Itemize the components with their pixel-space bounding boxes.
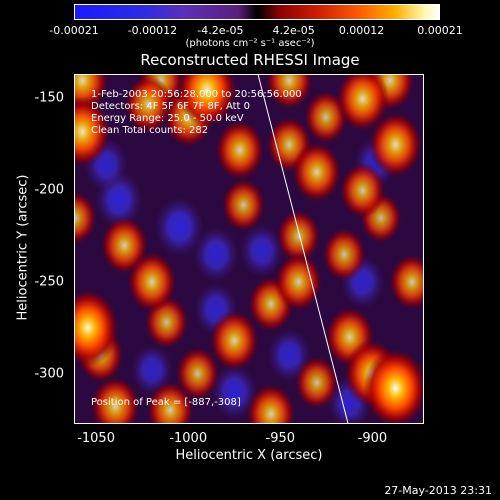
colorbar-tick-label: -0.00012 [127, 24, 178, 37]
x-axis-label: Heliocentric X (arcsec) [175, 448, 323, 463]
y-tick-label: -300 [34, 366, 64, 382]
plot-area: 1-Feb-2003 20:56:28.000 to 20:56:56.000 … [74, 74, 424, 424]
colorbar-tick-label: 0.00012 [338, 24, 385, 37]
annotation-clean-counts: Clean Total counts: 282 [91, 125, 209, 136]
x-tick-label: -900 [357, 431, 388, 446]
emission-blob [389, 253, 423, 310]
emission-blob [209, 310, 260, 371]
emission-blob [146, 380, 195, 423]
negative-blob [193, 226, 240, 283]
emission-blob [75, 191, 98, 245]
x-tick-label: -1050 [77, 431, 115, 446]
colorbar-tick-label: 4.2e-05 [272, 24, 315, 37]
emission-blob [291, 141, 342, 203]
emission-blob [274, 252, 323, 312]
colorbar-gradient [75, 5, 439, 19]
emission-blob [246, 383, 296, 423]
y-tick-label: -200 [34, 182, 64, 198]
x-tick-label: -950 [265, 431, 296, 446]
emission-blob [294, 355, 339, 410]
emission-blob [339, 162, 386, 219]
colorbar-tick-label: -0.00021 [49, 24, 99, 37]
colorbar-units-label: (photons cm⁻² s⁻¹ asec⁻²) [185, 38, 315, 49]
emission-blob [215, 119, 265, 181]
negative-blob [211, 363, 258, 420]
y-axis-label: Heliocentric Y (arcsec) [15, 174, 31, 321]
heatmap-svg [75, 75, 423, 423]
colorbar-tick-label: -4.2e-05 [197, 24, 244, 37]
emission-blob [75, 288, 119, 367]
emission-blob [176, 75, 238, 128]
footer-date: 27-May-2013 23:31 [384, 484, 492, 497]
emission-blob [265, 75, 314, 110]
annotation-time-range: 1-Feb-2003 20:56:28.000 to 20:56:56.000 [91, 89, 302, 100]
annotation-detectors: Detectors: 4F 5F 6F 7F 8F, Att 0 [91, 101, 251, 112]
y-tick-label: -250 [34, 274, 64, 290]
chart-title: Reconstructed RHESSI Image [140, 51, 360, 69]
emission-blob [221, 178, 266, 232]
negative-blob [154, 196, 205, 258]
colorbar [74, 4, 440, 20]
peak-position-label: Position of Peak = [-887,-308] [91, 397, 241, 408]
emission-blob [75, 96, 111, 167]
emission-blob [322, 227, 367, 282]
solar-limb-line [257, 75, 349, 423]
emission-blob [363, 348, 423, 423]
emission-blob [127, 251, 177, 313]
annotation-energy-range: Energy Range: 25.0 - 50.0 keV [91, 113, 244, 124]
emission-blob [124, 75, 173, 134]
emission-blob [368, 111, 423, 178]
colorbar-tick-label: 0.00021 [417, 24, 463, 37]
negative-blob [239, 224, 284, 278]
emission-blob [335, 75, 390, 132]
emission-blob [276, 209, 321, 263]
peak-marker [393, 386, 398, 391]
x-tick-label: -1000 [169, 431, 208, 446]
emission-blob [175, 346, 220, 401]
y-tick-label: -150 [34, 90, 64, 106]
emission-blob [90, 376, 141, 423]
